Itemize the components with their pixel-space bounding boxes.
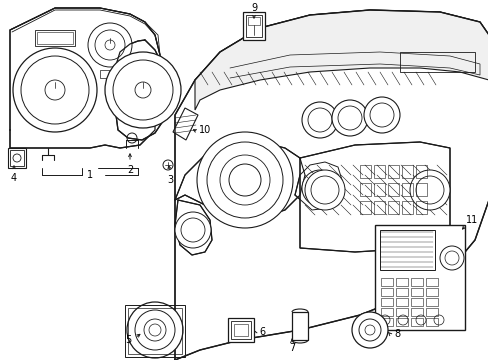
Bar bbox=[125, 305, 184, 357]
Circle shape bbox=[127, 302, 183, 358]
Bar bbox=[380, 288, 392, 296]
Bar bbox=[245, 15, 262, 37]
Bar bbox=[230, 321, 250, 339]
Circle shape bbox=[13, 48, 97, 132]
Text: 10: 10 bbox=[199, 125, 211, 135]
Bar bbox=[380, 278, 392, 286]
Bar bbox=[395, 278, 407, 286]
Text: 8: 8 bbox=[393, 329, 399, 339]
Polygon shape bbox=[116, 40, 168, 140]
Circle shape bbox=[220, 155, 269, 205]
Bar bbox=[291, 312, 307, 340]
Circle shape bbox=[363, 97, 399, 133]
Text: 2: 2 bbox=[126, 165, 133, 175]
Text: 4: 4 bbox=[11, 173, 17, 183]
Circle shape bbox=[143, 319, 165, 341]
Bar bbox=[380, 298, 392, 306]
Bar bbox=[395, 298, 407, 306]
Polygon shape bbox=[175, 10, 488, 360]
Text: 6: 6 bbox=[259, 327, 264, 337]
Bar bbox=[112, 70, 122, 78]
Circle shape bbox=[331, 100, 367, 136]
Circle shape bbox=[105, 52, 181, 128]
Bar bbox=[359, 165, 370, 178]
Circle shape bbox=[88, 23, 132, 67]
Bar bbox=[379, 230, 434, 270]
Text: 1: 1 bbox=[87, 170, 93, 180]
Circle shape bbox=[302, 102, 337, 138]
Bar bbox=[128, 308, 182, 354]
Bar bbox=[425, 288, 437, 296]
Bar bbox=[395, 288, 407, 296]
Bar bbox=[373, 201, 384, 214]
Bar bbox=[373, 183, 384, 196]
Bar bbox=[425, 278, 437, 286]
Bar bbox=[374, 225, 464, 330]
Circle shape bbox=[175, 212, 210, 248]
Bar bbox=[387, 201, 398, 214]
Bar bbox=[37, 32, 73, 44]
Bar bbox=[399, 52, 474, 72]
Bar bbox=[410, 288, 422, 296]
Circle shape bbox=[302, 170, 337, 206]
Bar bbox=[380, 318, 392, 326]
Polygon shape bbox=[175, 200, 212, 255]
Bar bbox=[359, 183, 370, 196]
Bar bbox=[410, 298, 422, 306]
Polygon shape bbox=[294, 162, 341, 210]
Bar bbox=[247, 17, 260, 25]
Text: 5: 5 bbox=[124, 335, 131, 345]
Bar bbox=[395, 308, 407, 316]
Bar bbox=[415, 165, 426, 178]
Bar bbox=[401, 201, 412, 214]
Circle shape bbox=[351, 312, 387, 348]
Bar bbox=[401, 165, 412, 178]
Bar bbox=[387, 183, 398, 196]
Bar bbox=[8, 148, 26, 168]
Bar bbox=[410, 308, 422, 316]
Polygon shape bbox=[173, 108, 198, 140]
Bar bbox=[415, 183, 426, 196]
Bar bbox=[243, 12, 264, 40]
Bar bbox=[10, 150, 24, 166]
Bar bbox=[410, 278, 422, 286]
Text: 7: 7 bbox=[288, 343, 295, 353]
Bar bbox=[425, 308, 437, 316]
Text: 3: 3 bbox=[166, 175, 173, 185]
Polygon shape bbox=[175, 142, 305, 218]
Bar bbox=[234, 324, 247, 336]
Text: 11: 11 bbox=[465, 215, 477, 225]
Bar bbox=[359, 201, 370, 214]
Circle shape bbox=[409, 170, 449, 210]
Bar bbox=[425, 318, 437, 326]
Text: 9: 9 bbox=[250, 3, 257, 13]
Bar bbox=[425, 298, 437, 306]
Bar bbox=[401, 183, 412, 196]
Bar bbox=[387, 165, 398, 178]
Bar bbox=[380, 308, 392, 316]
Bar bbox=[395, 318, 407, 326]
Bar bbox=[227, 318, 253, 342]
Bar bbox=[415, 201, 426, 214]
Bar bbox=[35, 30, 75, 46]
Polygon shape bbox=[10, 8, 160, 148]
Bar bbox=[100, 70, 110, 78]
Bar bbox=[410, 318, 422, 326]
Circle shape bbox=[305, 170, 345, 210]
Polygon shape bbox=[195, 10, 488, 110]
Polygon shape bbox=[299, 142, 449, 252]
Bar bbox=[373, 165, 384, 178]
Circle shape bbox=[197, 132, 292, 228]
